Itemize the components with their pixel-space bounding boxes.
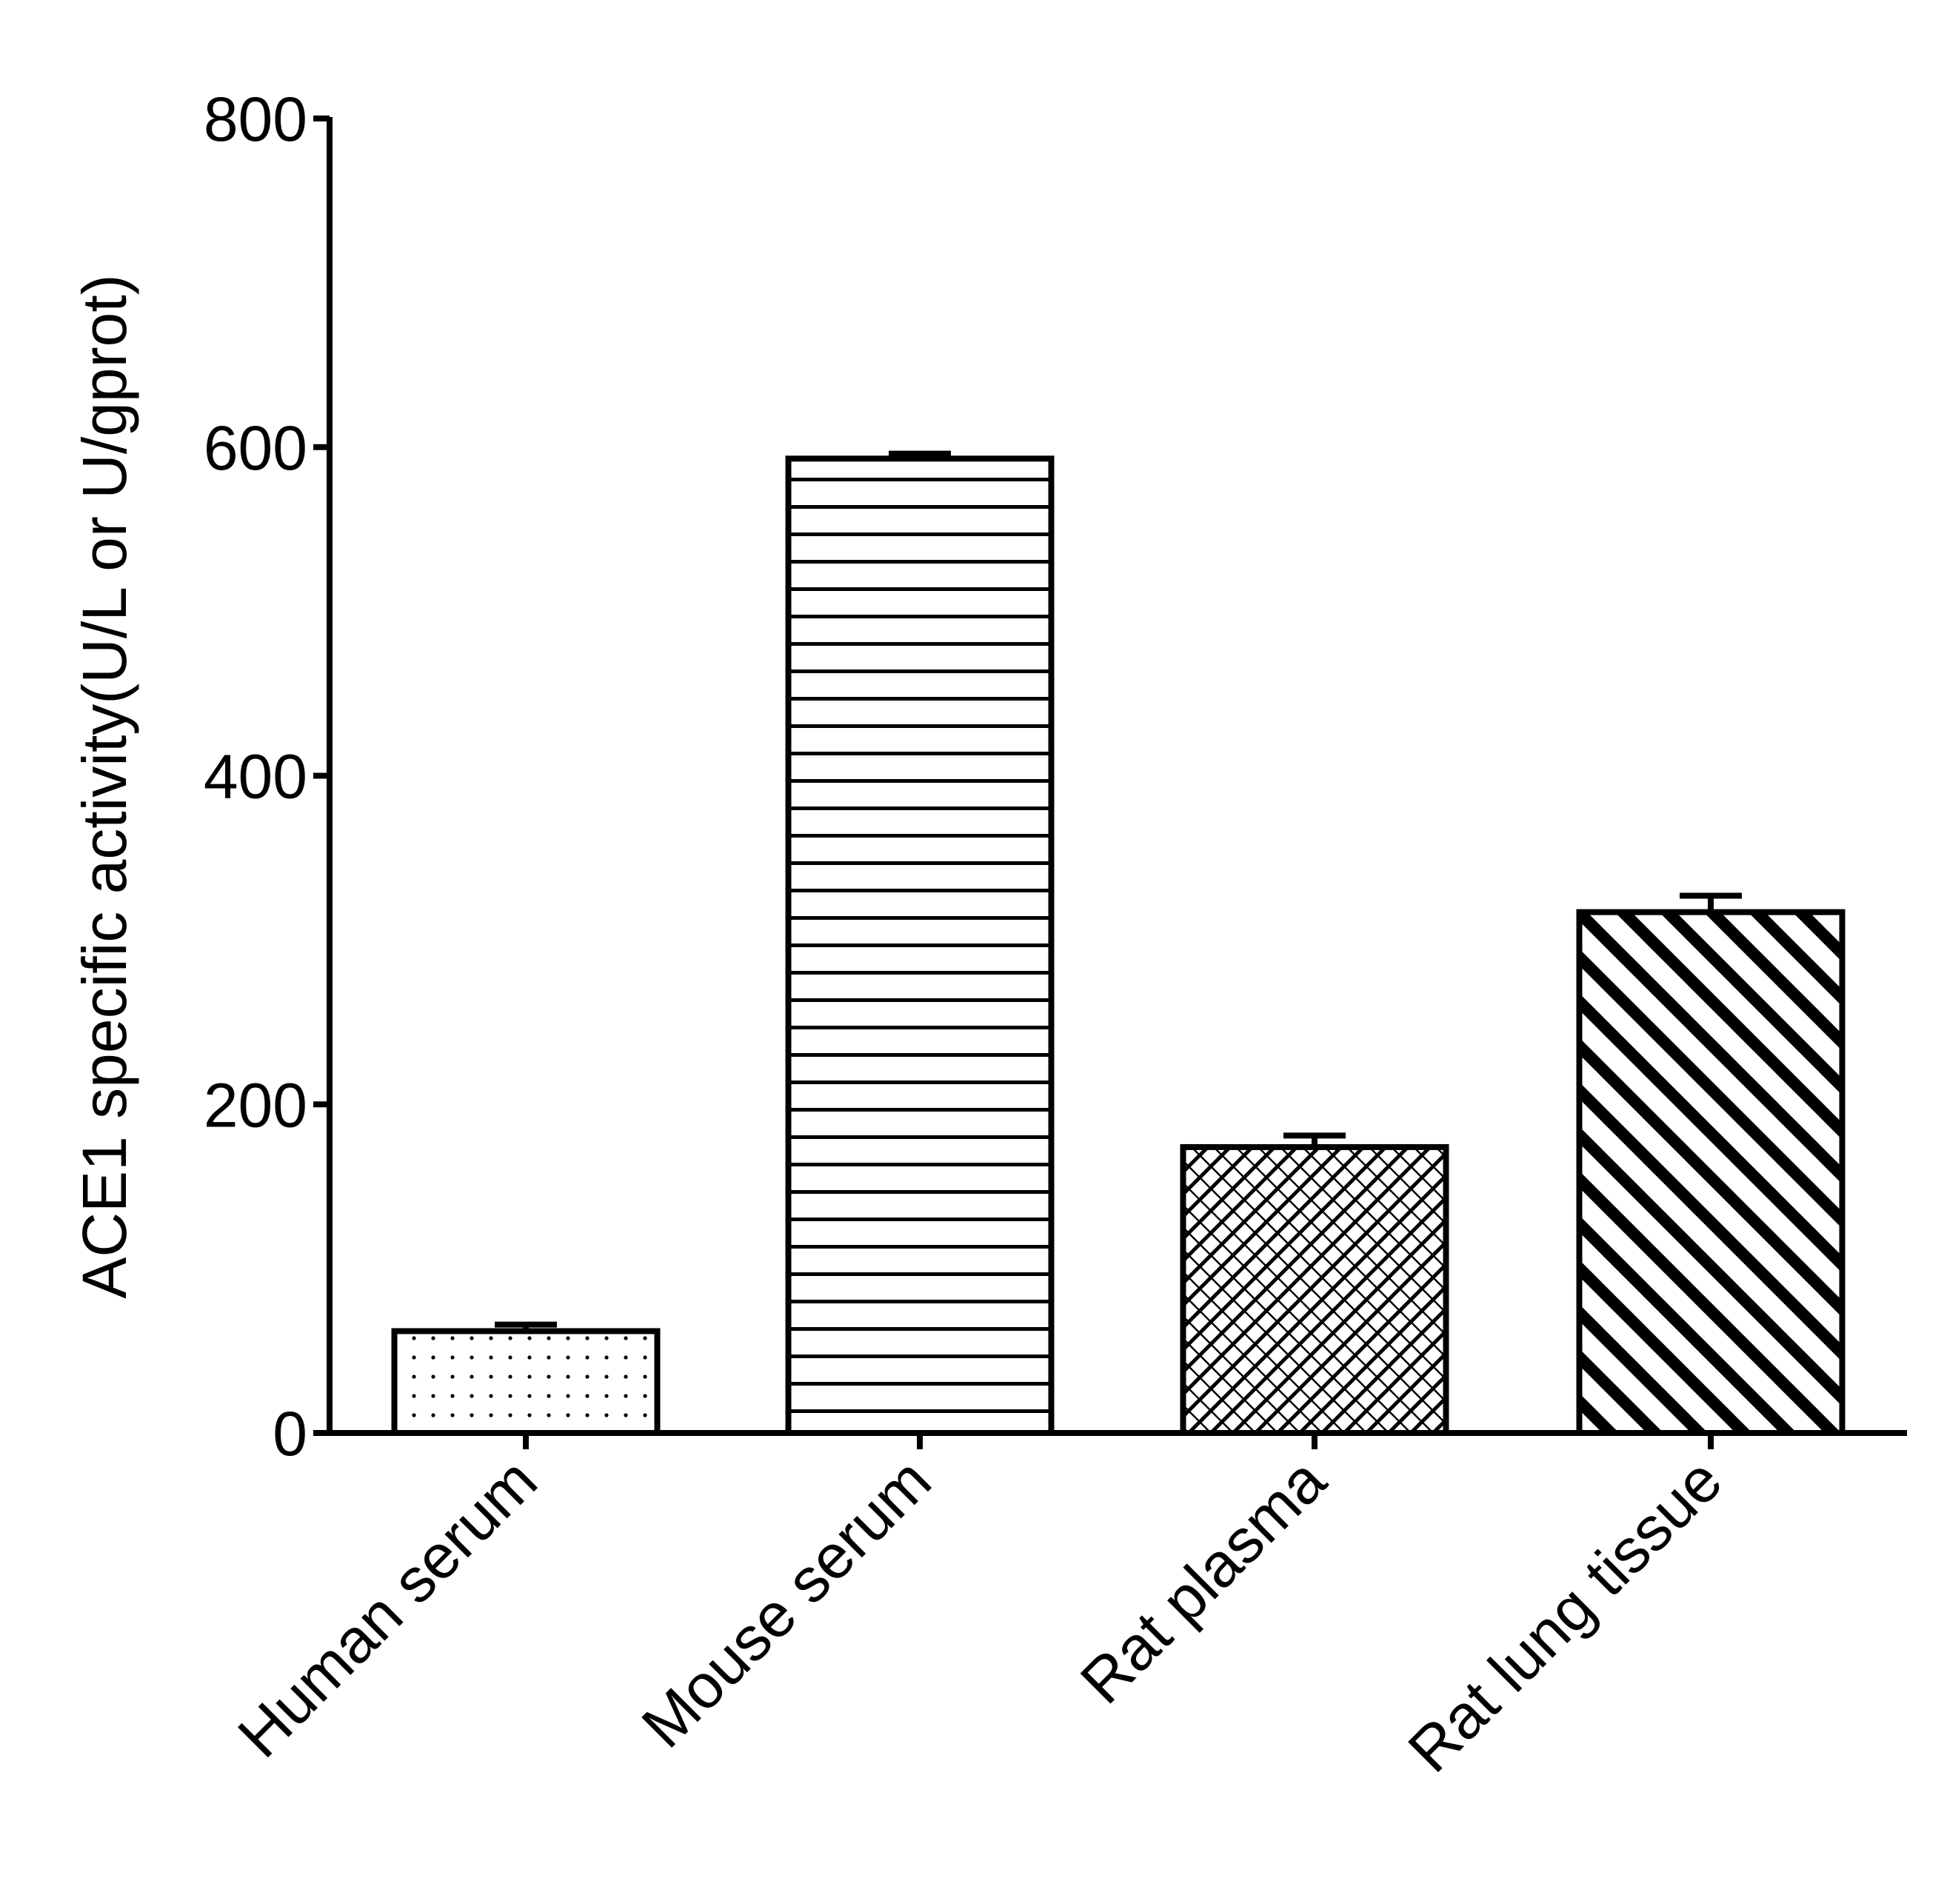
x-category-label-mouse-serum: Mouse serum bbox=[628, 1445, 944, 1760]
bar-rat-plasma bbox=[1180, 1143, 1449, 1436]
y-axis-title: ACE1 specific activity(U/L or U/gprot) bbox=[70, 274, 139, 1298]
error-bar-human-serum bbox=[495, 1321, 557, 1332]
error-bar-rat-lung-tissue bbox=[1680, 892, 1742, 912]
error-bar-rat-plasma bbox=[1283, 1132, 1346, 1147]
error-bar-mouse-serum bbox=[889, 450, 951, 459]
y-tick-label-0: 0 bbox=[273, 1399, 307, 1469]
bar-human-serum bbox=[391, 1328, 661, 1436]
axes-layer bbox=[313, 116, 1907, 1449]
y-tick-label-400: 400 bbox=[204, 742, 307, 812]
y-tick-label-800: 800 bbox=[204, 84, 307, 154]
error-bars-layer bbox=[495, 450, 1742, 1332]
x-category-label-human-serum: Human serum bbox=[224, 1445, 550, 1770]
bar-rat-lung-tissue bbox=[1576, 909, 1846, 1436]
x-category-label-rat-lung-tissue: Rat lung tissue bbox=[1395, 1445, 1734, 1785]
bar-mouse-serum bbox=[785, 455, 1055, 1436]
bars-layer bbox=[391, 455, 1846, 1436]
x-category-label-rat-plasma: Rat plasma bbox=[1067, 1445, 1339, 1717]
y-tick-label-200: 200 bbox=[204, 1070, 307, 1140]
y-tick-label-600: 600 bbox=[204, 413, 307, 483]
